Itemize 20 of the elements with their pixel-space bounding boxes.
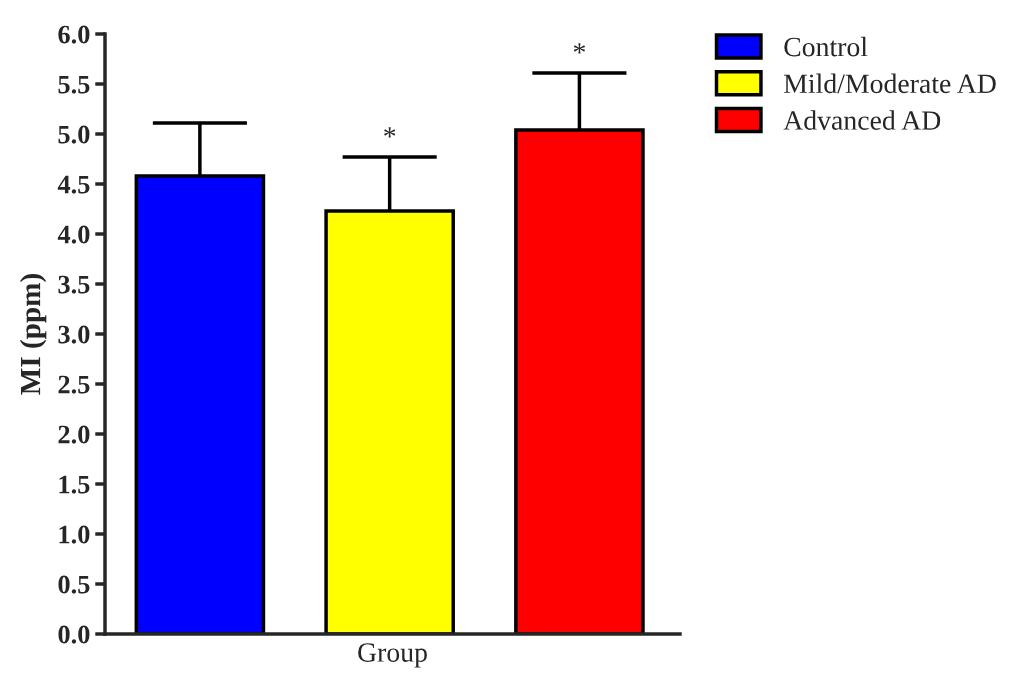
legend-label: Mild/Moderate AD bbox=[783, 73, 996, 94]
y-tick-label: 3.5 bbox=[58, 275, 90, 294]
y-tick-label: 0.5 bbox=[58, 575, 90, 594]
y-tick-label: 1.0 bbox=[59, 525, 90, 544]
y-tick-label: 5.5 bbox=[58, 75, 90, 94]
legend-label: Control bbox=[784, 36, 868, 57]
x-axis-title: Group bbox=[358, 643, 427, 668]
data-label: * bbox=[573, 43, 586, 54]
y-tick-label: 5.0 bbox=[58, 125, 90, 144]
legend-label: Advanced AD bbox=[783, 110, 941, 130]
y-tick-label: 0.0 bbox=[58, 625, 90, 644]
y-tick-label: 2.0 bbox=[58, 425, 90, 444]
y-tick-label: 2.5 bbox=[58, 375, 90, 394]
y-tick-label: 4.5 bbox=[57, 175, 90, 194]
y-tick-label: 6.0 bbox=[58, 25, 90, 44]
y-tick-label: 3.0 bbox=[58, 325, 90, 344]
y-tick-label: 1.5 bbox=[59, 475, 90, 494]
y-tick-label: 4.0 bbox=[57, 225, 90, 244]
y-axis-title: MI (ppm) bbox=[19, 274, 47, 395]
data-label: * bbox=[384, 127, 396, 138]
